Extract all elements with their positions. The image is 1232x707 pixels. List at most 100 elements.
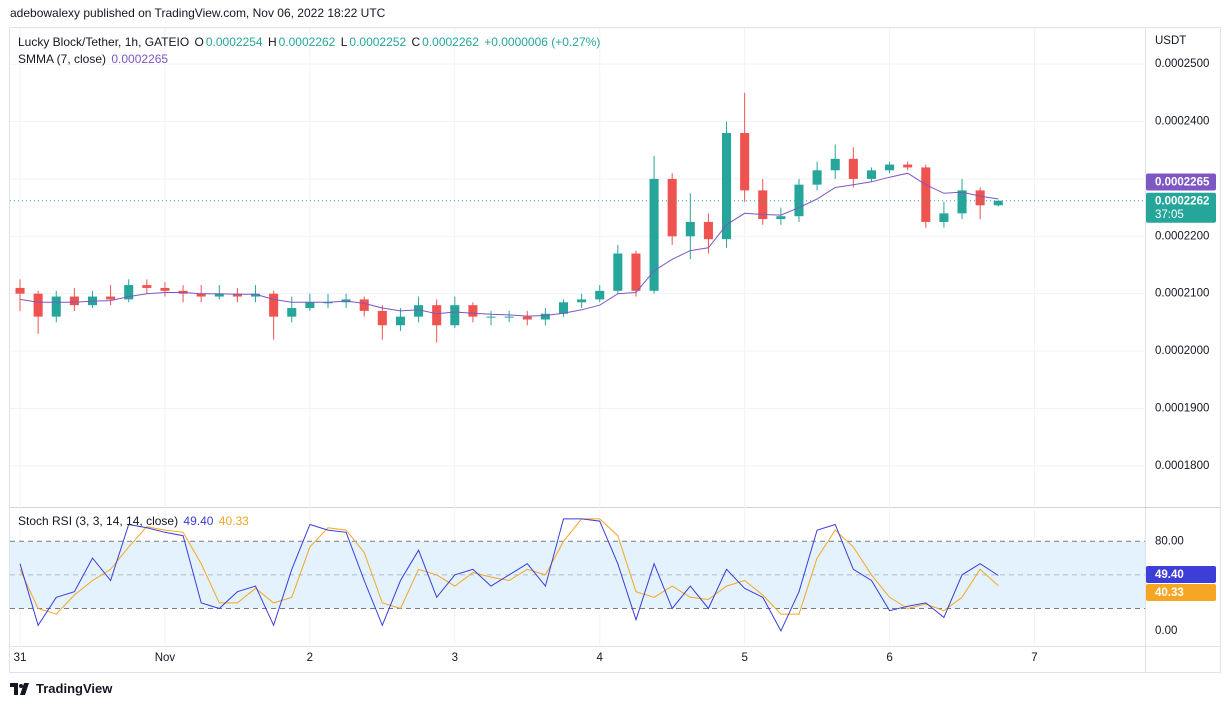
candle-body [214,293,224,297]
smma-legend: SMMA (7, close) 0.0002265 [18,52,170,66]
candle-body [160,287,170,291]
candle-body [504,316,514,318]
candle-body [921,167,931,222]
o-label: O [194,35,204,49]
candle-body [558,302,569,314]
k-value: 49.40 [183,514,214,528]
candle-body [776,216,786,220]
candle-body [522,316,532,320]
y-tick-label: 0.00 [1155,625,1177,637]
brand: TradingView [10,681,112,696]
stoch-line [19,518,999,633]
candle-body [468,305,478,317]
x-tick-label: 7 [1031,652,1037,664]
l-value: 0.0002252 [349,35,407,49]
y-tick-label: 0.0002500 [1155,58,1209,70]
candle-body [287,308,297,317]
candle-body [848,158,858,179]
candle-body [33,293,43,317]
x-tick-label: 31 [14,652,27,664]
candle-body [975,190,985,206]
candle-body [106,296,116,300]
candle-body [903,164,913,168]
frame [9,27,1221,673]
y-tick-label: 0.0001800 [1155,460,1209,472]
candle-body [830,158,840,171]
countdown: 37:05 [1155,209,1184,221]
candle-body [758,190,768,220]
candle-body [269,293,279,317]
candle-body [885,164,895,171]
stoch-legend: Stoch RSI (3, 3, 14, 14, close) 49.40 40… [18,514,251,528]
candle-body [450,305,460,326]
candle-body [51,296,61,317]
candle-body [649,178,659,291]
stoch-value-tag: 49.40 [1155,569,1184,581]
currency-label: USDT [1155,35,1186,47]
last-price-tag: 0.0002262 [1155,195,1209,207]
candle-body [232,293,242,297]
candle-body [142,285,152,288]
candle-body [957,190,967,214]
candle-body [595,290,605,300]
y-tick-label: 0.0002200 [1155,230,1209,242]
x-tick-label: Nov [155,652,176,664]
smma-price-tag-bg [1146,173,1216,191]
smma-price-tag: 0.0002265 [1155,177,1210,189]
candle-body [613,253,623,291]
candle-body [196,293,206,297]
candle-body [432,305,442,326]
h-value: 0.0002262 [278,35,336,49]
x-tick-label: 4 [597,652,604,664]
x-tick-label: 2 [307,652,313,664]
smma-title: SMMA (7, close) [18,52,107,66]
stoch-value-tag: 40.33 [1155,587,1184,599]
d-value: 40.33 [218,514,249,528]
published-note: adebowalexy published on TradingView.com… [10,6,386,20]
candle-body [667,178,677,237]
c-label: C [411,35,421,49]
price-legend: Lucky Block/Tether, 1h, GATEIO O 0.000225… [18,35,602,49]
candle-body [866,170,876,179]
x-tick-label: 3 [452,652,458,664]
candle-body [359,299,369,311]
c-value: 0.0002262 [422,35,479,49]
candle-body [939,213,949,222]
candle-body [124,285,134,300]
y-tick-label: 0.0002000 [1155,345,1209,357]
candle-body [993,200,1003,206]
x-tick-label: 6 [886,652,892,664]
candle-body [305,302,315,309]
change-value: +0.0000006 (+0.27%) [484,35,601,49]
brand-name: TradingView [36,681,113,696]
candle-body [15,287,25,294]
candle-body [377,310,387,326]
logo-shape [10,682,29,695]
stoch-value-tag-bg [1146,584,1216,602]
candle-body [250,293,261,297]
y-tick-label: 0.0002400 [1155,116,1209,128]
candle-body [69,296,79,306]
last-price-tag-bg [1146,192,1216,223]
candle-body [722,133,732,240]
x-tick-label: 5 [741,652,747,664]
candle-body [703,221,713,240]
candle-body [577,299,587,303]
stoch-line [19,518,999,615]
stoch-title: Stoch RSI (3, 3, 14, 14, close) [18,514,179,528]
candle-body [685,221,695,237]
brand-logo [10,682,29,695]
candle-body [395,316,405,326]
candle-body [486,316,496,318]
o-value: 0.0002254 [205,35,263,49]
smma-line [19,172,999,317]
y-tick-label: 80.00 [1155,535,1184,547]
y-tick-label: 0.0002100 [1155,288,1209,300]
y-tick-label: 0.0001900 [1155,402,1209,414]
symbol-title: Lucky Block/Tether, 1h, GATEIO [18,35,190,49]
candle-body [631,253,641,291]
smma-value: 0.0002265 [111,52,169,66]
candle-body [740,133,750,191]
